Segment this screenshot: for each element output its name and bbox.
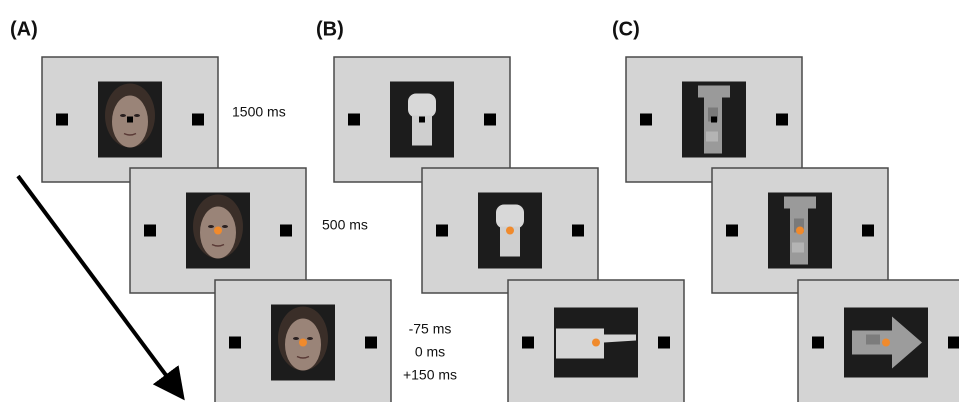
side-marker — [640, 114, 652, 126]
screen — [508, 280, 684, 402]
screen — [712, 168, 888, 293]
fixation — [711, 117, 717, 123]
eye — [307, 337, 313, 340]
timing-label: 1500 ms — [232, 104, 286, 120]
screen — [798, 280, 959, 402]
screen — [42, 57, 218, 182]
side-marker — [522, 337, 534, 349]
side-marker — [862, 225, 874, 237]
fist — [496, 205, 524, 229]
fist — [408, 94, 436, 118]
cue-dot — [592, 339, 600, 347]
texture — [706, 132, 718, 142]
side-marker — [280, 225, 292, 237]
cue-dot — [299, 339, 307, 347]
screen — [215, 280, 391, 402]
side-marker — [56, 114, 68, 126]
eye — [208, 225, 214, 228]
screen — [626, 57, 802, 182]
fixation — [419, 117, 425, 123]
screen — [130, 168, 306, 293]
cue-dot — [214, 227, 222, 235]
timing-label: 500 ms — [322, 217, 368, 233]
cue-dot — [506, 227, 514, 235]
frames — [42, 57, 959, 402]
eye — [293, 337, 299, 340]
eye — [134, 114, 140, 117]
side-marker — [348, 114, 360, 126]
timing-label: +150 ms — [403, 367, 457, 383]
timing-label: 0 ms — [415, 344, 445, 360]
cue-dot — [796, 227, 804, 235]
side-marker — [484, 114, 496, 126]
figure: (A) (B) (C) 1500 ms 500 ms -75 ms 0 ms +… — [0, 0, 959, 402]
side-marker — [144, 225, 156, 237]
side-marker — [776, 114, 788, 126]
side-marker — [572, 225, 584, 237]
eye — [222, 225, 228, 228]
side-marker — [365, 337, 377, 349]
panel-label: (C) — [612, 18, 640, 40]
page: (A) (B) (C) 1500 ms 500 ms -75 ms 0 ms +… — [0, 0, 959, 402]
texture — [792, 243, 804, 253]
panel-label: (A) — [10, 18, 38, 40]
panel-label: (B) — [316, 18, 344, 40]
screen — [422, 168, 598, 293]
timing-label: -75 ms — [409, 321, 452, 337]
fixation — [127, 117, 133, 123]
side-marker — [948, 337, 959, 349]
side-marker — [812, 337, 824, 349]
side-marker — [726, 225, 738, 237]
side-marker — [658, 337, 670, 349]
side-marker — [229, 337, 241, 349]
cue-dot — [882, 339, 890, 347]
eye — [120, 114, 126, 117]
side-marker — [192, 114, 204, 126]
side-marker — [436, 225, 448, 237]
texture — [866, 335, 880, 345]
screen — [334, 57, 510, 182]
